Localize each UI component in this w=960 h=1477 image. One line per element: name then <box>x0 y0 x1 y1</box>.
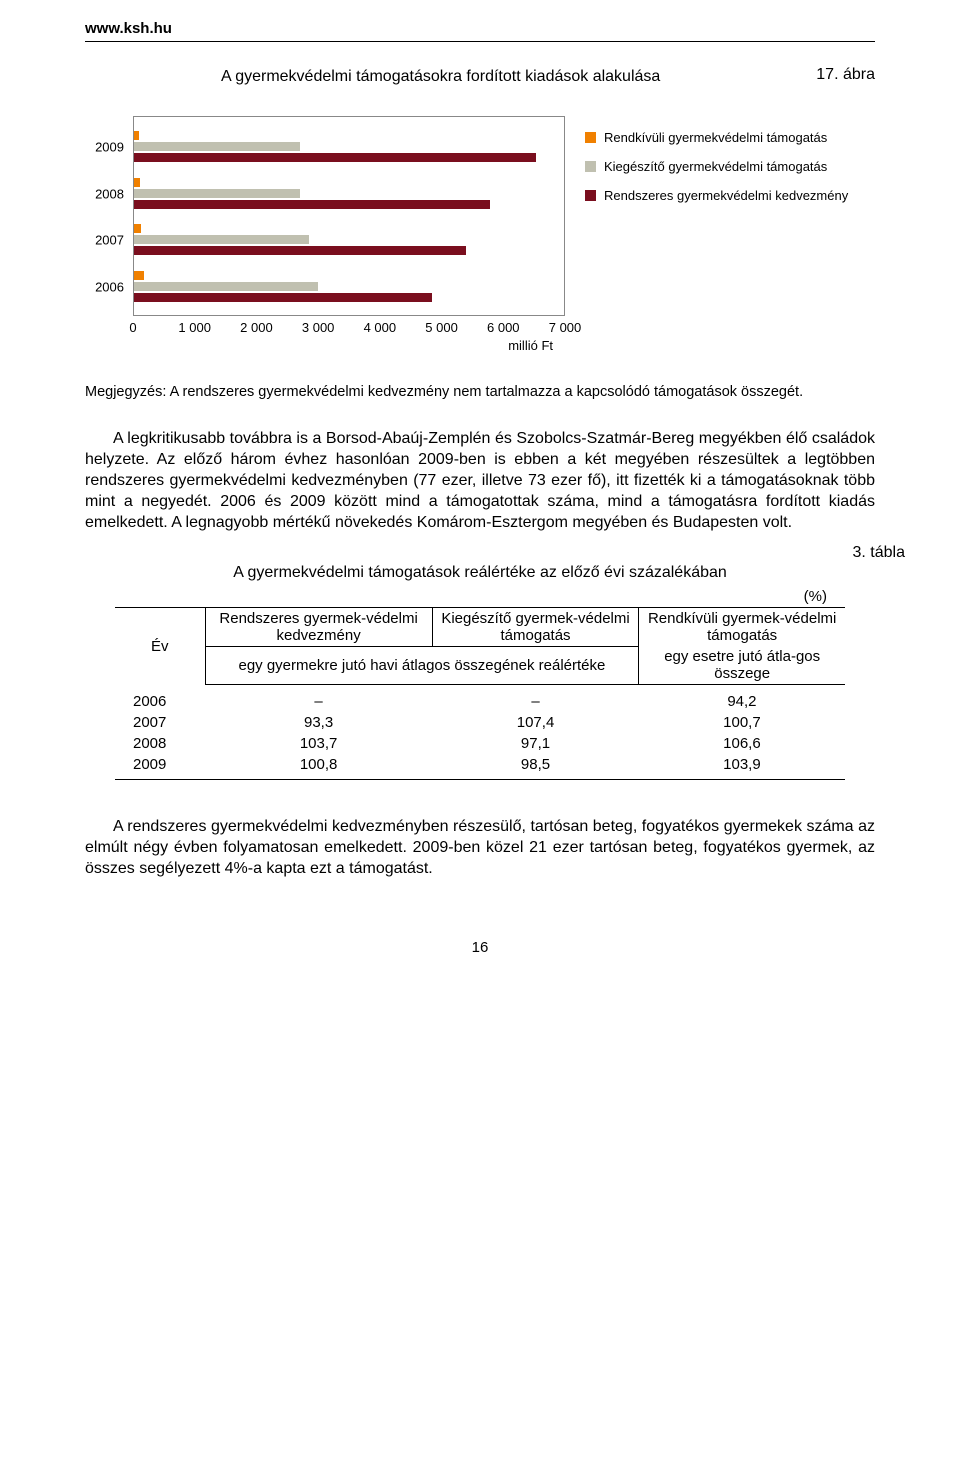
table-number: 3. tábla <box>85 544 905 562</box>
bar <box>134 282 318 291</box>
bar <box>134 178 140 187</box>
header-url: www.ksh.hu <box>85 20 875 37</box>
x-axis-unit: millió Ft <box>508 338 553 353</box>
table-row: 2008103,797,1106,6 <box>115 733 845 754</box>
x-axis-tick: 0 <box>129 320 136 335</box>
cell-year: 2007 <box>115 712 205 733</box>
chart-footnote: Megjegyzés: A rendszeres gyermekvédelmi … <box>85 384 875 400</box>
legend-label: Rendszeres gyermekvédelmi kedvezmény <box>604 188 848 203</box>
cell: 93,3 <box>205 712 432 733</box>
bar <box>134 200 490 209</box>
th-col2: Kiegészítő gyermek-védelmi támogatás <box>432 607 639 646</box>
bar <box>134 224 141 233</box>
y-axis-label: 2007 <box>95 233 124 248</box>
cell: 103,7 <box>205 733 432 754</box>
page-number: 16 <box>85 939 875 956</box>
y-axis-label: 2008 <box>95 186 124 201</box>
paragraph-2: A rendszeres gyermekvédelmi kedvezménybe… <box>85 816 875 879</box>
legend-item: Rendszeres gyermekvédelmi kedvezmény <box>585 188 875 203</box>
header-rule <box>85 41 875 42</box>
legend-item: Rendkívüli gyermekvédelmi támogatás <box>585 130 875 145</box>
bar <box>134 131 139 140</box>
cell-year: 2008 <box>115 733 205 754</box>
data-table: Év Rendszeres gyermek-védelmi kedvezmény… <box>115 607 845 781</box>
x-axis-tick: 4 000 <box>364 320 397 335</box>
figure-number: 17. ábra <box>816 66 875 84</box>
table-row: 200793,3107,4100,7 <box>115 712 845 733</box>
table-row: 2009100,898,5103,9 <box>115 754 845 780</box>
cell-year: 2009 <box>115 754 205 780</box>
cell: – <box>432 685 639 713</box>
bar-chart: 2009 2008 2007 2006 millió Ft 0 1 000 2 000 3 … <box>85 116 875 356</box>
cell: 94,2 <box>639 685 845 713</box>
legend-swatch <box>585 190 596 201</box>
bar <box>134 246 466 255</box>
cell: 98,5 <box>432 754 639 780</box>
legend-swatch <box>585 161 596 172</box>
cell: 100,7 <box>639 712 845 733</box>
chart-legend: Rendkívüli gyermekvédelmi támogatás Kiegé… <box>565 116 875 356</box>
th-col1: Rendszeres gyermek-védelmi kedvezmény <box>205 607 432 646</box>
y-axis-label: 2006 <box>95 279 124 294</box>
bar <box>134 153 536 162</box>
chart-title: A gyermekvédelmi támogatásokra fordított… <box>85 66 796 86</box>
x-axis-tick: 7 000 <box>549 320 582 335</box>
cell: 103,9 <box>639 754 845 780</box>
cell: 100,8 <box>205 754 432 780</box>
cell-year: 2006 <box>115 685 205 713</box>
bar <box>134 142 300 151</box>
bar <box>134 235 309 244</box>
legend-label: Kiegészítő gyermekvédelmi támogatás <box>604 159 827 174</box>
x-axis-tick: 1 000 <box>178 320 211 335</box>
cell: – <box>205 685 432 713</box>
x-axis-tick: 6 000 <box>487 320 520 335</box>
x-axis-tick: 3 000 <box>302 320 335 335</box>
cell: 106,6 <box>639 733 845 754</box>
table-title: A gyermekvédelmi támogatások reálértéke … <box>115 564 845 582</box>
th-col3: Rendkívüli gyermek-védelmi támogatás <box>639 607 845 646</box>
paragraph-1: A legkritikusabb továbbra is a Borsod-Ab… <box>85 428 875 534</box>
legend-swatch <box>585 132 596 143</box>
th-year: Év <box>115 607 205 685</box>
th-sub12: egy gyermekre jutó havi átlagos összegén… <box>205 646 639 685</box>
legend-item: Kiegészítő gyermekvédelmi támogatás <box>585 159 875 174</box>
y-axis-label: 2009 <box>95 140 124 155</box>
table-row: 2006––94,2 <box>115 685 845 713</box>
bar <box>134 293 432 302</box>
bar <box>134 271 144 280</box>
x-axis-tick: 5 000 <box>425 320 458 335</box>
cell: 107,4 <box>432 712 639 733</box>
bar <box>134 189 300 198</box>
cell: 97,1 <box>432 733 639 754</box>
legend-label: Rendkívüli gyermekvédelmi támogatás <box>604 130 827 145</box>
th-sub3: egy esetre jutó átla-gos összege <box>639 646 845 685</box>
percent-label: (%) <box>115 588 845 605</box>
x-axis-tick: 2 000 <box>240 320 273 335</box>
